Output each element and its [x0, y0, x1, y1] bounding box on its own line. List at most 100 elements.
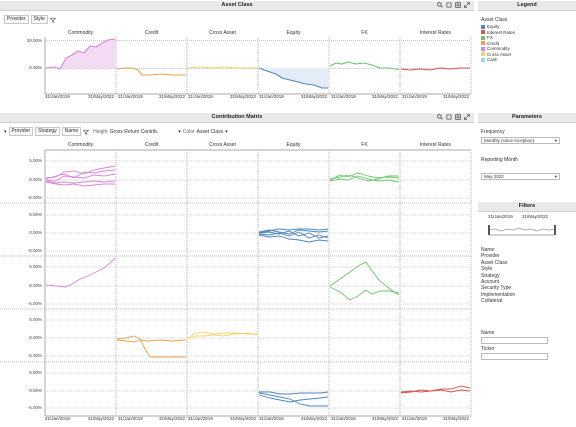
legend-swatch [481, 46, 485, 51]
filter-field[interactable]: Account [481, 279, 500, 286]
matrix-col-interest-rates: Interest Rates [419, 142, 452, 148]
r1-ytick-pos: 5.00% [29, 158, 42, 163]
square-icon[interactable] [446, 114, 452, 120]
commodity-line [45, 38, 116, 70]
reporting-month-select[interactable]: May 2022 ▾ [481, 173, 560, 180]
contribution-matrix-chart [0, 149, 472, 417]
legend-swatch [481, 24, 485, 29]
chevron-down-icon: ▾ [554, 138, 557, 143]
legend-swatch [481, 35, 485, 40]
asset-class-title: Asset Class [221, 2, 253, 8]
top-xtick-end-4: 31/May/2022 [301, 94, 328, 99]
m-xtick-end-4: 31/May/2022 [301, 416, 328, 421]
top-xtick-start-3: 31/Jan/2019 [188, 94, 213, 99]
m-xtick-end-2: 31/May/2022 [159, 416, 186, 421]
top-col-cross-asset: Cross Asset [209, 30, 236, 36]
expand-icon[interactable] [464, 2, 470, 8]
legend-list: Equity Interest Rates FX Credit Commodit… [481, 24, 515, 63]
cross-asset-line [187, 66, 257, 69]
name-search-input[interactable] [481, 337, 548, 344]
r4-ytick-neg: -5.00% [27, 353, 42, 358]
date-range-end: 31/May/2022 [522, 214, 549, 219]
legend-item[interactable]: Cross Asset [481, 52, 515, 58]
search-icon[interactable] [437, 114, 443, 120]
filter-field[interactable]: Asset Class [481, 259, 508, 266]
filter-field[interactable]: Strategy [481, 272, 500, 279]
fx-line [329, 61, 400, 71]
legend-swatch [481, 41, 485, 46]
name-button[interactable]: Name [61, 127, 82, 136]
square-icon[interactable] [446, 2, 452, 8]
equity-line [258, 67, 328, 89]
legend-label: Cash [487, 57, 498, 62]
m-xtick-start-6: 31/Jan/2019 [402, 416, 427, 421]
r4-ytick-zero: 0.00% [29, 335, 42, 340]
legend-item[interactable]: Commodity [481, 46, 515, 52]
legend-item[interactable]: Equity [481, 24, 515, 30]
grid-icon[interactable] [455, 2, 461, 8]
top-xtick-end-5: 31/May/2022 [372, 94, 399, 99]
chevron-down-icon: ▾ [554, 174, 557, 179]
height-value[interactable]: Gross Return Contrib. [109, 128, 159, 135]
legend-swatch [481, 52, 485, 57]
color-dropdown-icon[interactable]: ▾ [178, 128, 181, 135]
r3-ytick-zero: 0.00% [29, 283, 42, 288]
date-range-slider[interactable] [487, 222, 559, 238]
commodity-area [46, 39, 115, 69]
matrix-col-equity: Equity [286, 142, 301, 148]
color-value[interactable]: Asset Class [196, 128, 224, 135]
style-button[interactable]: Style [30, 15, 48, 24]
matrix-col-commodity: Commodity [67, 142, 94, 148]
equity-area [259, 68, 328, 88]
filter-field[interactable]: Collateral [481, 298, 503, 305]
ticker-search-input[interactable] [481, 353, 548, 360]
filter-field[interactable]: Implementation [481, 291, 516, 298]
legend-swatch [481, 57, 485, 62]
legend-label: FX [487, 35, 493, 40]
legend-label: Credit [487, 40, 500, 46]
frequency-label: Frequency [481, 129, 505, 135]
r2-ytick-neg: -5.00% [27, 248, 42, 253]
matrix-col-cross-asset: Cross Asset [209, 142, 236, 148]
m-xtick-end-6: 31/May/2022 [443, 416, 470, 421]
m-xtick-start-3: 31/Jan/2019 [188, 416, 213, 421]
matrix-toolbar: ▾ Provider Strategy Name Height Gross Re… [4, 127, 228, 136]
legend-item[interactable]: Cash [481, 57, 515, 63]
color-caret-icon[interactable]: ▾ [225, 128, 228, 135]
matrix-title: Contribution Matrix [211, 114, 263, 120]
r5-ytick-neg: -5.00% [27, 405, 42, 410]
legend-label: Cross Asset [487, 51, 512, 57]
search-icon[interactable] [437, 2, 443, 8]
top-ytick-0: 0.00% [29, 65, 42, 70]
height-label: Height [93, 128, 108, 135]
filter-field[interactable]: Style [481, 266, 493, 273]
clear-filter-icon[interactable] [83, 129, 90, 135]
matrix-col-fx: FX [361, 142, 368, 148]
collapse-icon[interactable]: ▾ [4, 128, 7, 135]
expand-icon[interactable] [464, 114, 470, 120]
top-xtick-start-2: 31/Jan/2019 [118, 94, 143, 99]
matrix-col-credit: Credit [144, 142, 159, 148]
filter-field[interactable]: Security Type [481, 285, 512, 292]
r2-ytick-zero: 0.00% [29, 230, 42, 235]
color-label: Color [182, 128, 195, 135]
provider-button[interactable]: Provider [8, 127, 34, 136]
top-col-credit: Credit [144, 30, 159, 36]
legend-swatch [481, 30, 485, 35]
legend-label: Equity [487, 24, 500, 29]
clear-filter-icon[interactable] [49, 17, 56, 23]
reporting-month-value: May 2022 [484, 174, 504, 179]
range-handle-end [554, 225, 556, 235]
asset-class-toolbar: Provider Style [4, 15, 56, 24]
legend-item[interactable]: Credit [481, 41, 515, 47]
r4-ytick-pos: 5.00% [29, 317, 42, 322]
filter-field[interactable]: Name [481, 247, 495, 253]
strategy-button[interactable]: Strategy [35, 127, 60, 136]
frequency-select[interactable]: Monthly (since Inception) ▾ [481, 137, 560, 144]
grid-icon[interactable] [455, 114, 461, 120]
top-col-interest-rates: Interest Rates [419, 30, 452, 36]
filter-field[interactable]: Provider [481, 253, 500, 260]
legend-item[interactable]: FX [481, 35, 515, 41]
legend-item[interactable]: Interest Rates [481, 30, 515, 36]
provider-button[interactable]: Provider [4, 15, 29, 24]
